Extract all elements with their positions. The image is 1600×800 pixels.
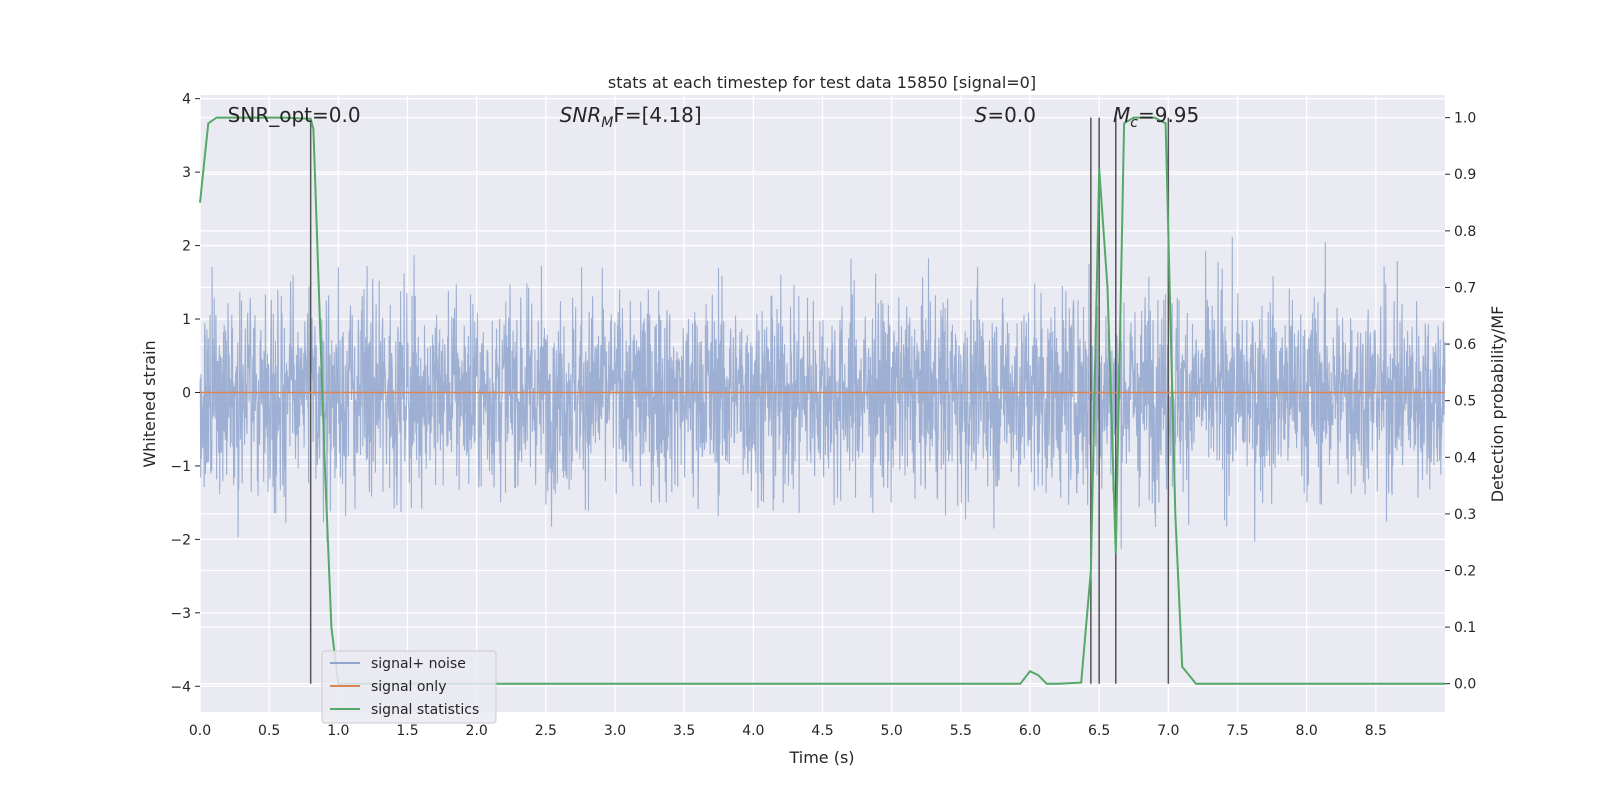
x-tick-label: 3.5 <box>673 723 695 739</box>
y-right-tick-label: 0.6 <box>1454 337 1476 353</box>
x-axis-label: Time (s) <box>788 748 854 767</box>
x-tick-label: 5.5 <box>950 723 972 739</box>
x-tick-label: 2.0 <box>466 723 488 739</box>
x-tick-label: 6.0 <box>1019 723 1041 739</box>
y-left-tick-label: 0 <box>182 385 191 401</box>
right-y-axis-ticks: 1.0 0.9 0.8 0.7 0.6 0.5 0.4 0.3 0.2 0.1 0.0 <box>1445 111 1476 693</box>
y-right-tick-label: 0.2 <box>1454 563 1476 579</box>
x-tick-label: 0.5 <box>258 723 280 739</box>
y-left-tick-label: −3 <box>170 606 191 622</box>
x-tick-label: 0.0 <box>189 723 211 739</box>
noise-trace <box>199 236 1446 549</box>
legend: signal+ noise signal only signal statist… <box>321 650 497 724</box>
x-tick-label: 5.0 <box>881 723 903 739</box>
x-tick-label: 6.5 <box>1088 723 1110 739</box>
signal-statistics-line <box>199 116 1445 685</box>
x-tick-label: 2.5 <box>535 723 557 739</box>
x-tick-label: 8.0 <box>1296 723 1318 739</box>
right-y-axis-label: Detection probability/MF <box>1488 306 1507 503</box>
y-left-tick-label: 3 <box>182 165 191 181</box>
x-tick-label: 1.5 <box>396 723 418 739</box>
y-left-tick-label: 4 <box>182 92 191 108</box>
legend-label-signal-noise: signal+ noise <box>371 656 466 672</box>
y-left-tick-label: −2 <box>170 532 191 548</box>
y-left-tick-label: −1 <box>170 459 191 475</box>
annotation-0: SNR_opt=0.0 <box>228 103 361 127</box>
y-right-tick-label: 0.0 <box>1454 677 1476 693</box>
left-y-axis-label: Whitened strain <box>140 340 159 467</box>
x-tick-label: 3.0 <box>604 723 626 739</box>
annotations: SNR_opt=0.0 SNRMF=[4.18] S=0.0 Mc=9.95 <box>228 103 1200 131</box>
y-right-tick-label: 0.1 <box>1454 620 1476 636</box>
left-y-axis-ticks: 4 3 2 1 0 −1 −2 −3 −4 <box>170 92 200 695</box>
y-right-tick-label: 1.0 <box>1454 111 1476 127</box>
legend-box <box>321 650 497 724</box>
annotation-2: S=0.0 <box>975 103 1036 127</box>
y-left-tick-label: 2 <box>182 239 191 255</box>
y-right-tick-label: 0.4 <box>1454 450 1476 466</box>
series-signal-noise <box>199 236 1446 549</box>
y-right-tick-label: 0.8 <box>1454 224 1476 240</box>
annotation-3: Mc=9.95 <box>1113 103 1199 131</box>
legend-label-signal-statistics: signal statistics <box>371 702 479 718</box>
x-tick-label: 7.5 <box>1226 723 1248 739</box>
y-right-tick-label: 0.9 <box>1454 167 1476 183</box>
series-signal-statistics <box>199 116 1445 685</box>
legend-label-signal-only: signal only <box>371 679 446 695</box>
x-tick-label: 8.5 <box>1365 723 1387 739</box>
x-tick-label: 4.5 <box>811 723 833 739</box>
y-left-tick-label: −4 <box>170 679 191 695</box>
chart-title: stats at each timestep for test data 158… <box>608 73 1036 92</box>
x-tick-label: 7.0 <box>1157 723 1179 739</box>
annotation-1: SNRMF=[4.18] <box>560 103 702 131</box>
grid-lines <box>199 95 1445 712</box>
y-right-tick-label: 0.3 <box>1454 507 1476 523</box>
x-axis-ticks: 0.0 0.5 1.0 1.5 2.0 2.5 3.0 3.5 4.0 4.5 5.0 5.5 6.0 6… <box>189 723 1387 739</box>
vertical-markers <box>309 117 1170 684</box>
y-right-tick-label: 0.7 <box>1454 280 1476 296</box>
x-tick-label: 1.0 <box>327 723 349 739</box>
y-left-tick-label: 1 <box>182 312 191 328</box>
y-right-tick-label: 0.5 <box>1454 394 1476 410</box>
x-tick-label: 4.0 <box>742 723 764 739</box>
